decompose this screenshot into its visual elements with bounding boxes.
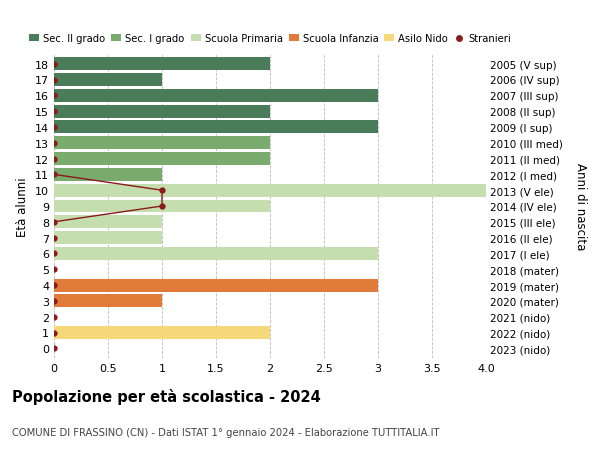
Bar (54, 58, 270, 71)
Bar (54, 185, 486, 197)
Y-axis label: Età alunni: Età alunni (16, 177, 29, 236)
Bar (54, 326, 270, 339)
Bar (54, 137, 270, 150)
Bar (54, 121, 378, 134)
Bar (54, 216, 162, 229)
Y-axis label: Anni di nascita: Anni di nascita (574, 163, 587, 250)
Text: COMUNE DI FRASSINO (CN) - Dati ISTAT 1° gennaio 2024 - Elaborazione TUTTITALIA.I: COMUNE DI FRASSINO (CN) - Dati ISTAT 1° … (12, 427, 439, 437)
Bar (54, 106, 270, 118)
Text: Popolazione per età scolastica - 2024: Popolazione per età scolastica - 2024 (12, 388, 321, 404)
Bar (54, 153, 270, 166)
Bar (54, 200, 270, 213)
Bar (54, 168, 162, 181)
Bar (54, 279, 378, 292)
Bar (54, 90, 378, 102)
Bar (54, 232, 162, 245)
Legend: Sec. II grado, Sec. I grado, Scuola Primaria, Scuola Infanzia, Asilo Nido, Stran: Sec. II grado, Sec. I grado, Scuola Prim… (29, 34, 511, 44)
Bar (54, 247, 378, 260)
Bar (54, 74, 162, 87)
Bar (54, 295, 162, 308)
